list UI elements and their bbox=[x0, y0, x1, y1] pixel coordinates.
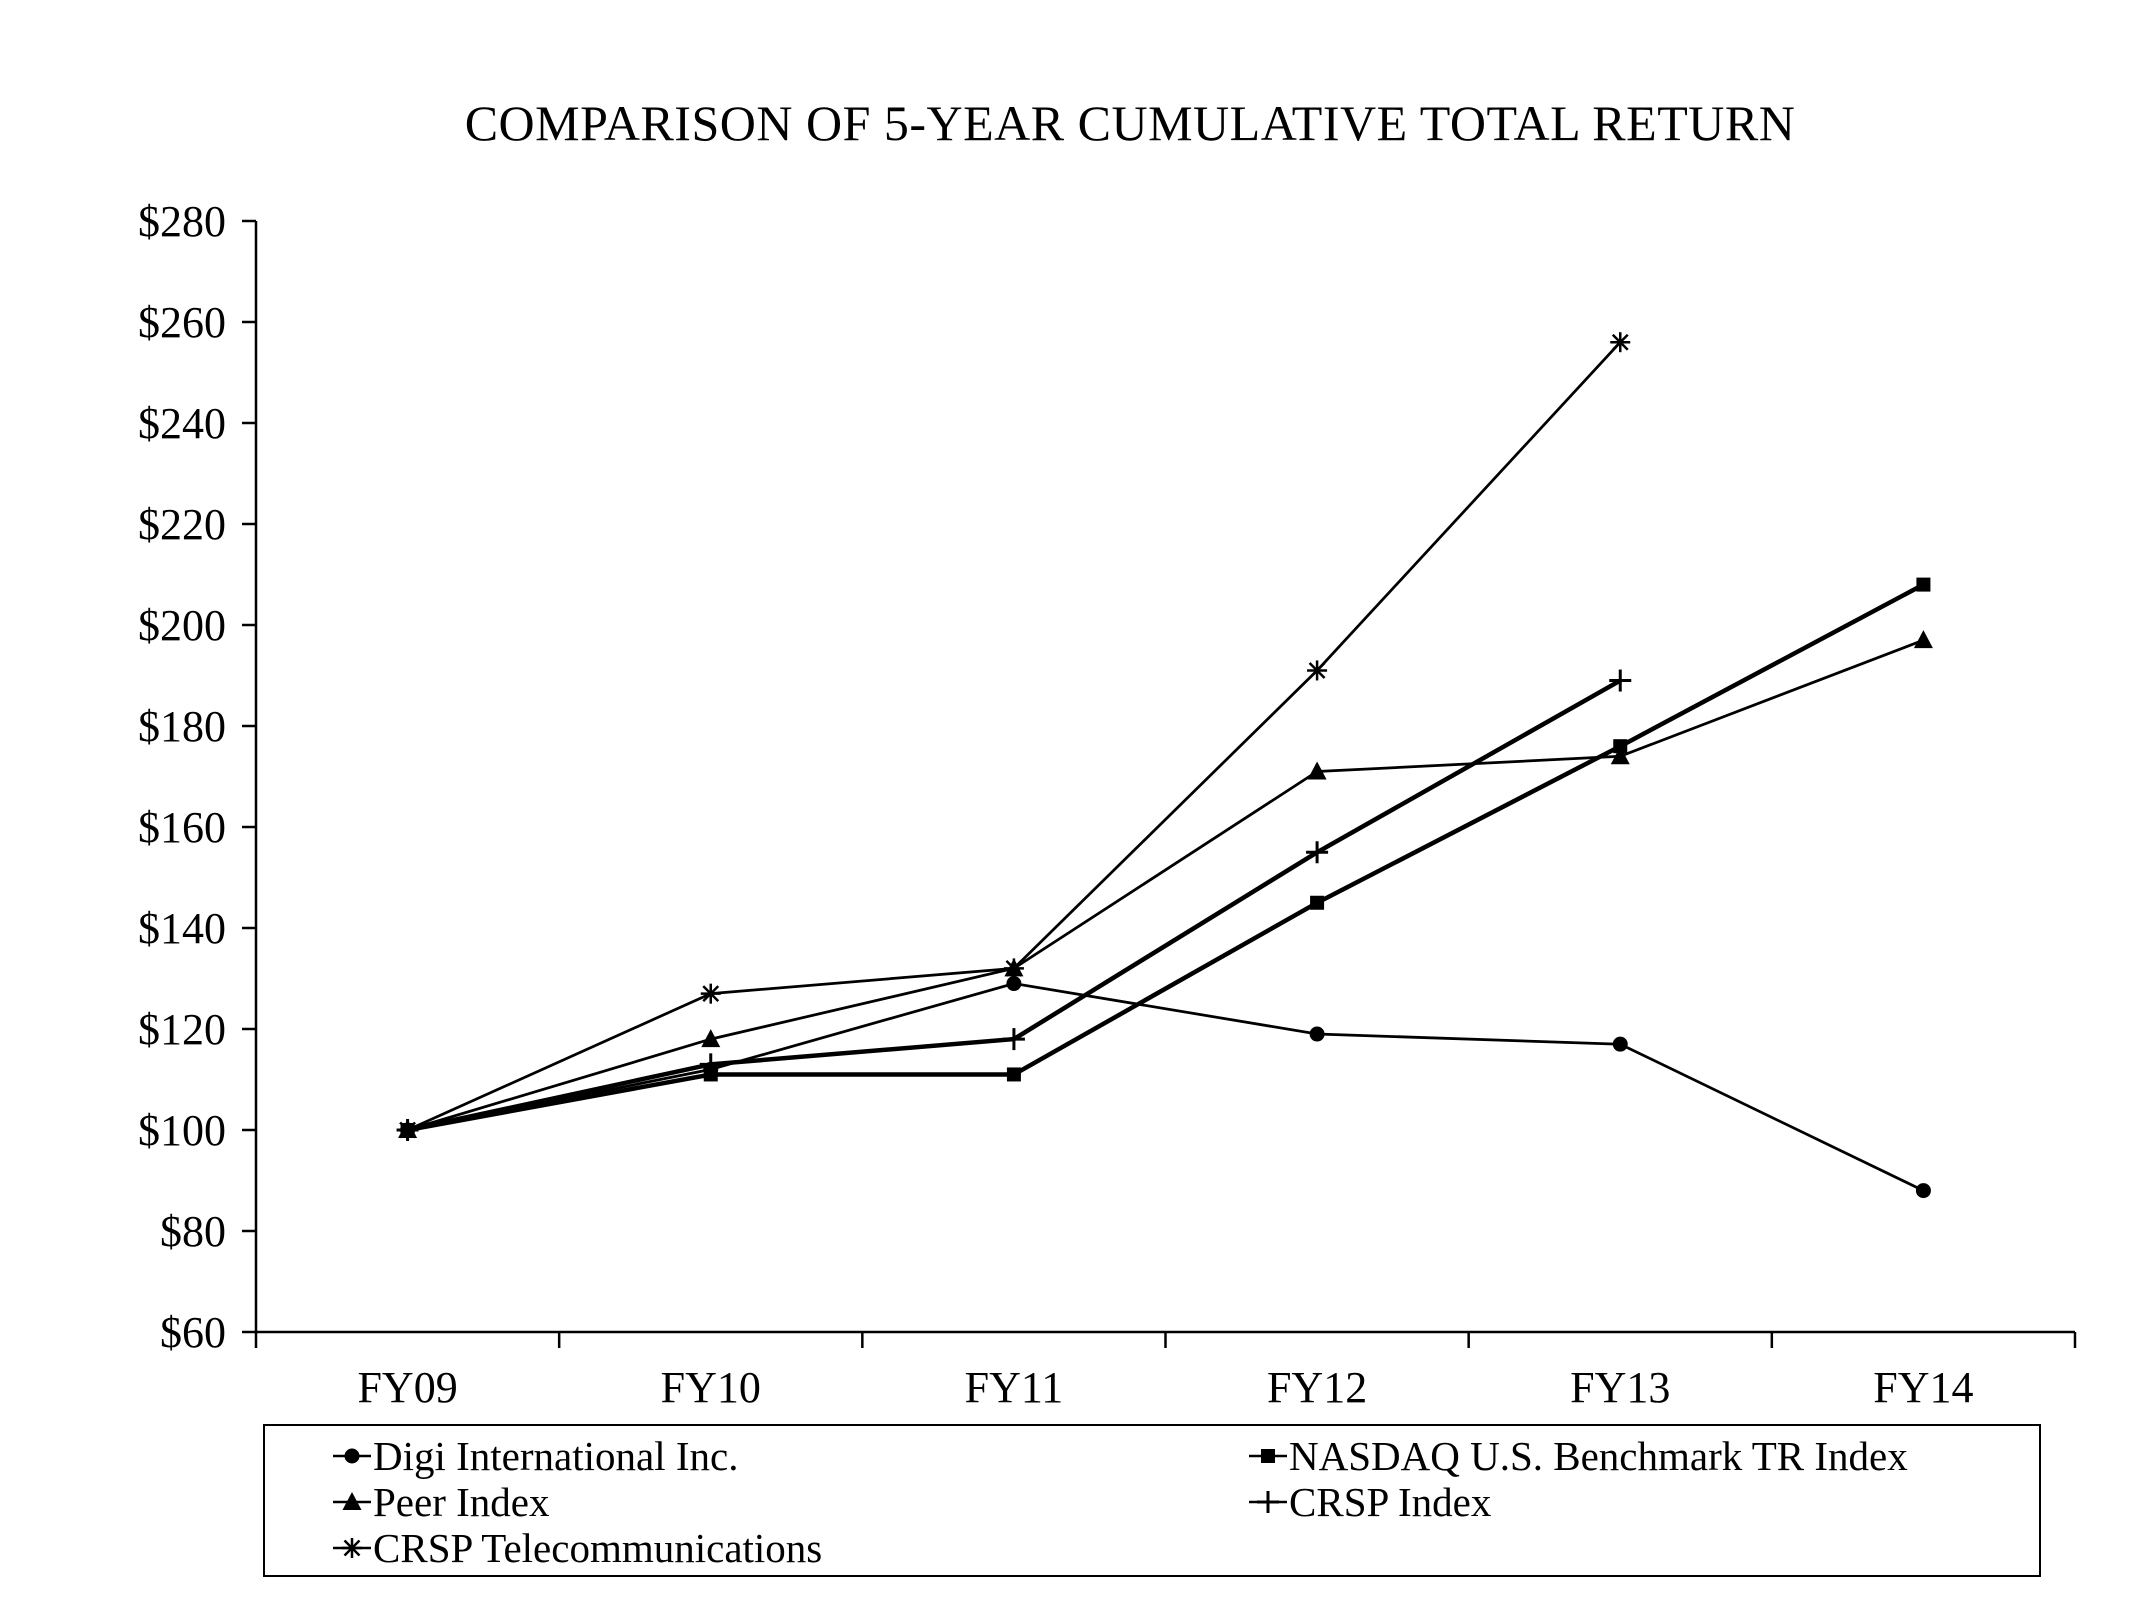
svg-text:$180: $180 bbox=[138, 702, 226, 751]
svg-text:$160: $160 bbox=[138, 803, 226, 852]
axes bbox=[242, 219, 2077, 1348]
legend-item-peer-index: Peer Index bbox=[333, 1478, 1249, 1525]
svg-text:$140: $140 bbox=[138, 904, 226, 953]
svg-text:$280: $280 bbox=[138, 197, 226, 246]
legend-marker-circle-icon bbox=[333, 1448, 371, 1464]
legend-label: CRSP Telecommunications bbox=[373, 1524, 823, 1571]
svg-text:$80: $80 bbox=[160, 1207, 226, 1256]
chart-title: COMPARISON OF 5-YEAR CUMULATIVE TOTAL RE… bbox=[464, 95, 1796, 151]
svg-text:FY13: FY13 bbox=[1570, 1363, 1670, 1412]
x-axis-labels: FY09 FY10 FY11 FY12 FY13 FY14 bbox=[357, 1363, 1973, 1412]
legend-item-nasdaq-u-s-benchmark-tr-index: NASDAQ U.S. Benchmark TR Index bbox=[1249, 1432, 1908, 1479]
svg-text:FY10: FY10 bbox=[661, 1363, 761, 1412]
legend-row: Peer Index CRSP Index bbox=[333, 1479, 2039, 1525]
svg-text:FY09: FY09 bbox=[357, 1363, 457, 1412]
legend-marker-square-icon bbox=[1249, 1449, 1287, 1463]
legend-item-crsp-telecommunications: CRSP Telecommunications bbox=[333, 1524, 1249, 1571]
svg-text:$60: $60 bbox=[160, 1308, 226, 1357]
svg-text:FY11: FY11 bbox=[965, 1363, 1064, 1412]
legend-marker-asterisk-icon bbox=[333, 1538, 371, 1558]
y-axis-labels: $280 $260 $240 $220 $200 $180 $160 $140 $120 $100… bbox=[138, 197, 226, 1357]
legend-label: CRSP Index bbox=[1289, 1478, 1492, 1525]
svg-text:$220: $220 bbox=[138, 500, 226, 549]
legend-marker-plus-icon bbox=[1249, 1491, 1287, 1513]
svg-text:$260: $260 bbox=[138, 298, 226, 347]
legend-row: Digi International Inc. NASDAQ U.S. Bench… bbox=[333, 1433, 2039, 1479]
svg-text:$200: $200 bbox=[138, 601, 226, 650]
svg-text:$100: $100 bbox=[138, 1106, 226, 1155]
series-nasdaq-u-s-benchmark-tr-index bbox=[400, 577, 1931, 1137]
legend-marker-triangle-icon bbox=[333, 1492, 371, 1510]
legend-item-crsp-index: CRSP Index bbox=[1249, 1478, 1492, 1525]
chart-legend: Digi International Inc. NASDAQ U.S. Bench… bbox=[263, 1424, 2041, 1577]
svg-text:FY12: FY12 bbox=[1267, 1363, 1367, 1412]
legend-label: Digi International Inc. bbox=[373, 1432, 739, 1479]
svg-text:FY14: FY14 bbox=[1873, 1363, 1973, 1412]
series-peer-index bbox=[398, 630, 1933, 1138]
legend-row: CRSP Telecommunications bbox=[333, 1525, 2039, 1571]
svg-text:$240: $240 bbox=[138, 399, 226, 448]
legend-label: NASDAQ U.S. Benchmark TR Index bbox=[1289, 1432, 1908, 1479]
legend-label: Peer Index bbox=[373, 1478, 550, 1525]
svg-text:$120: $120 bbox=[138, 1005, 226, 1054]
series-crsp-telecommunications bbox=[397, 332, 1631, 1140]
legend-item-digi-international-inc: Digi International Inc. bbox=[333, 1432, 1249, 1479]
